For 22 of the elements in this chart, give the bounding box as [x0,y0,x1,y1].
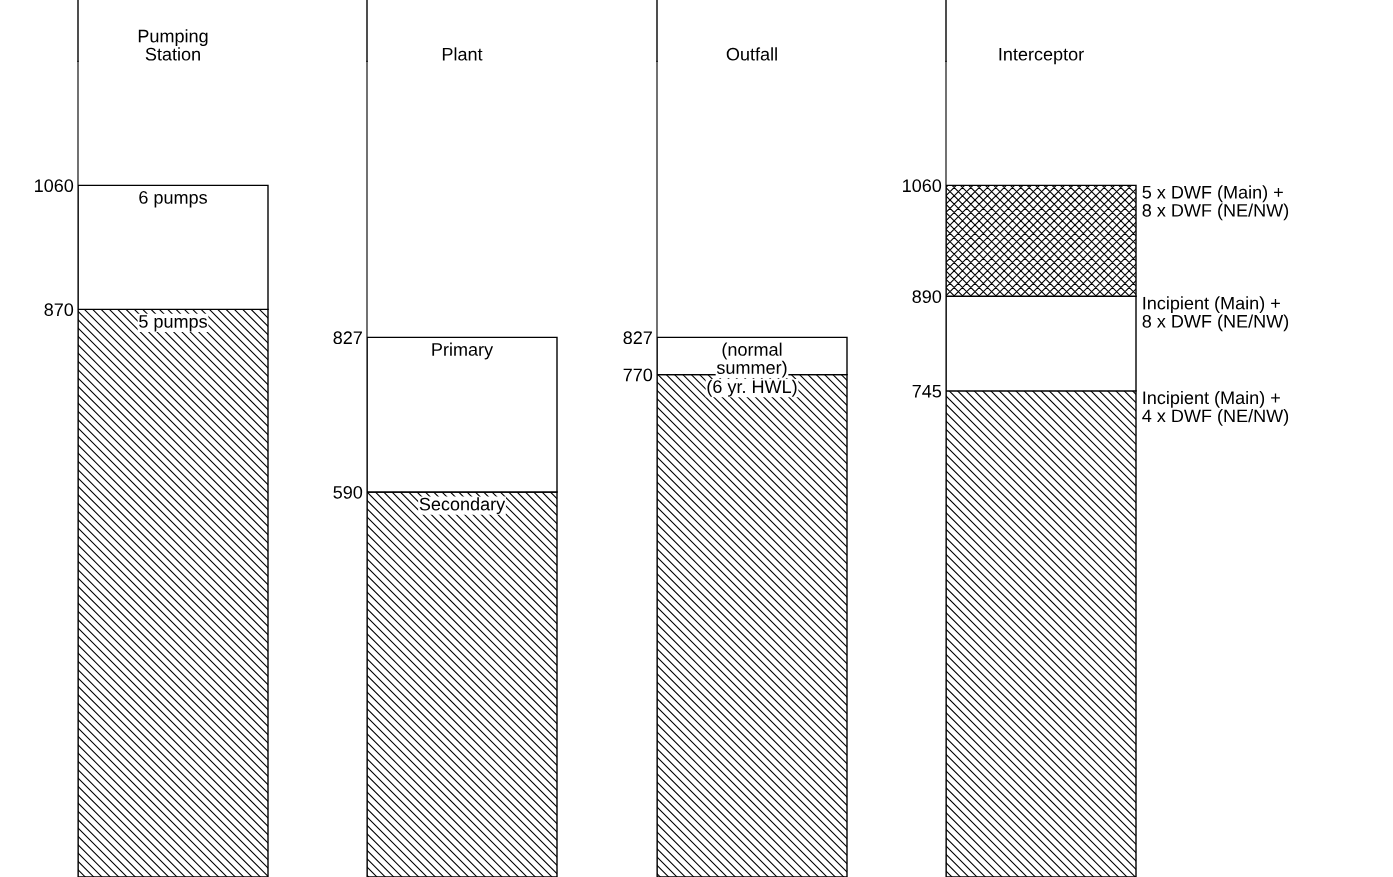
x-tick-label: Plant [442,47,483,61]
y-tick-label: 827 [623,331,652,345]
x-tick-label: Outfall [726,47,777,61]
y-tick-label: 1060 [903,179,942,193]
annotation: 6 pumps [139,191,207,208]
annotation: Primary [432,342,494,360]
y-tick-label: 770 [623,368,653,382]
text: Incipient (Main) + 8 x DWF (NE/NW) [1142,296,1289,332]
text: Incipient (Main) + 4 x DWF (NE/NW) [1142,390,1289,426]
y-tick-label: 590 [333,485,363,499]
x-tick-label: Interceptor [999,48,1084,65]
annotation: (normal summer) [716,342,787,378]
y-tick-label: 827 [333,331,362,345]
annotation: (6 yr. HWL) [707,379,797,397]
annotation: 5 pumps [139,315,207,332]
y-tick-label: 1060 [35,179,74,193]
y-tick-label: 745 [912,385,942,398]
y-tick-label: 890 [912,290,942,304]
y-tick-label: 870 [44,303,74,317]
annotation: Secondary [419,497,506,515]
text: 5 x DWF (Main) + 8 x DWF (NE/NW) [1142,185,1289,221]
x-tick-label: Pumping Station [138,29,208,61]
